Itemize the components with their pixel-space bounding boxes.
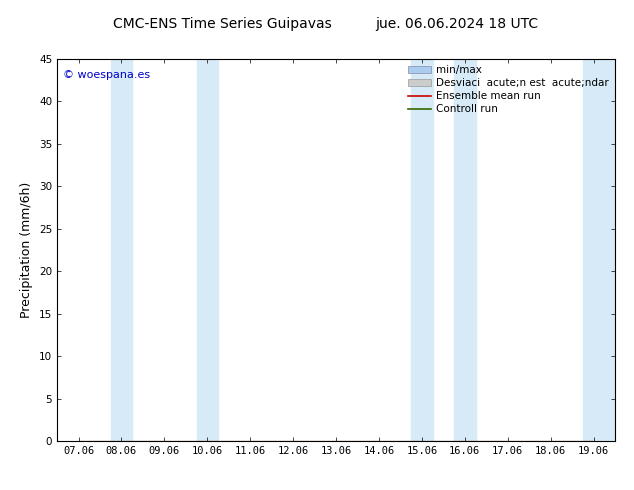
Text: © woespana.es: © woespana.es xyxy=(63,70,150,80)
Text: jue. 06.06.2024 18 UTC: jue. 06.06.2024 18 UTC xyxy=(375,17,538,31)
Bar xyxy=(197,59,218,441)
Y-axis label: Precipitation (mm/6h): Precipitation (mm/6h) xyxy=(20,182,34,318)
Bar xyxy=(111,59,132,441)
Legend: min/max, Desviaci  acute;n est  acute;ndar, Ensemble mean run, Controll run: min/max, Desviaci acute;n est acute;ndar… xyxy=(404,61,613,119)
Bar xyxy=(411,59,432,441)
Bar xyxy=(454,59,476,441)
Text: CMC-ENS Time Series Guipavas: CMC-ENS Time Series Guipavas xyxy=(112,17,332,31)
Bar xyxy=(583,59,615,441)
